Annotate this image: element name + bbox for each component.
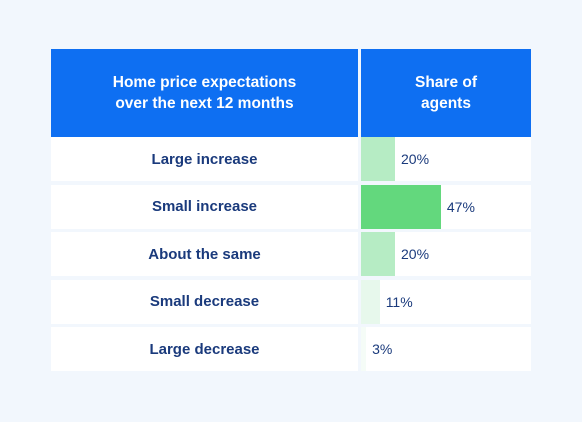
- value-label: 20%: [401, 151, 430, 167]
- home-price-expectations-table: Home price expectations over the next 12…: [51, 49, 531, 372]
- row-label: Small increase: [51, 184, 358, 229]
- row-label: Small decrease: [51, 279, 358, 324]
- row-label: Large decrease: [51, 327, 358, 371]
- table-row-small-decrease: Small decrease 11%: [51, 279, 531, 324]
- value-label: 20%: [401, 246, 430, 262]
- row-label-text: About the same: [148, 245, 261, 263]
- value-label: 47%: [446, 198, 475, 215]
- column-header-expectations: Home price expectations over the next 12…: [51, 49, 358, 137]
- value-bar: [361, 279, 380, 324]
- table-row-large-increase: Large increase 20%: [51, 137, 531, 181]
- table-row-small-increase: Small increase 47%: [51, 184, 531, 229]
- row-value-cell: 20%: [361, 232, 531, 276]
- row-label-text: Small increase: [151, 198, 258, 215]
- table-header: Home price expectations over the next 12…: [51, 49, 531, 137]
- row-value-cell: 11%: [361, 279, 531, 324]
- row-value-cell: 47%: [361, 184, 531, 229]
- row-label-text: Large decrease: [149, 340, 260, 358]
- value-bar: [361, 137, 395, 181]
- row-value-cell: 3%: [361, 327, 531, 371]
- table-row-large-decrease: Large decrease 3%: [51, 327, 531, 371]
- column-header-share: Share of agents: [361, 49, 531, 137]
- value-bar: [361, 232, 395, 276]
- row-value-cell: 20%: [361, 137, 531, 181]
- column-header-share-line2: agents: [421, 95, 471, 112]
- value-label: 11%: [385, 293, 413, 310]
- value-bar: [361, 184, 441, 229]
- row-label: About the same: [51, 232, 358, 276]
- value-label: 3%: [372, 341, 393, 357]
- table-row-about-the-same: About the same 20%: [51, 232, 531, 276]
- column-header-expectations-line2: over the next 12 months: [115, 95, 294, 112]
- column-header-share-line1: Share of: [414, 74, 477, 91]
- value-bar: [361, 327, 367, 371]
- column-header-expectations-line1: Home price expectations: [112, 74, 297, 91]
- row-label: Large increase: [51, 137, 358, 181]
- row-label-text: Small decrease: [149, 293, 260, 310]
- row-label-text: Large increase: [151, 150, 258, 168]
